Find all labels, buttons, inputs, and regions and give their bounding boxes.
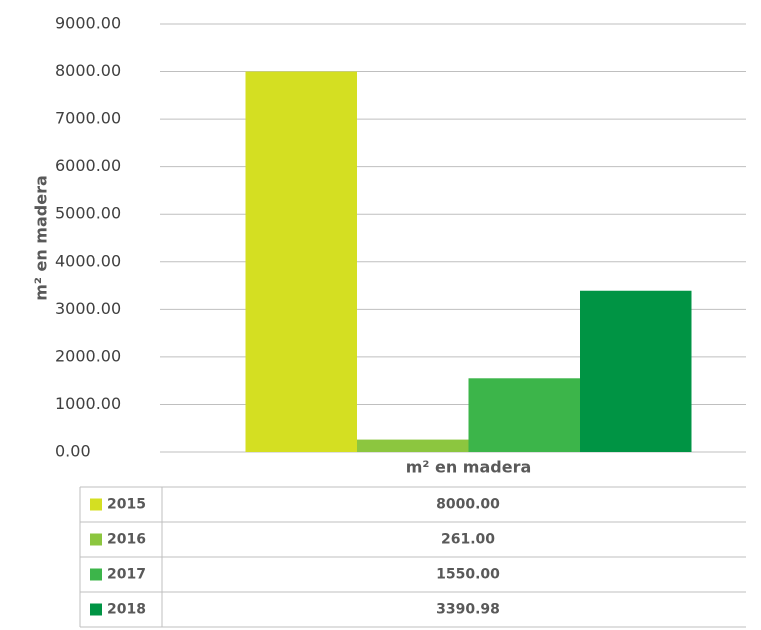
y-tick-label: 2000.00 [55,346,121,365]
table-value: 8000.00 [436,497,500,513]
bar [357,439,469,452]
table-value: 3390.98 [436,602,500,618]
legend-swatch [90,568,102,581]
legend-swatch [90,533,102,546]
bar [245,71,357,453]
bar [468,378,580,452]
y-tick-label: 8000.00 [55,61,121,80]
legend-label: 2018 [107,602,146,618]
y-tick-label: 4000.00 [55,251,121,270]
table-value: 261.00 [441,532,495,548]
y-tick-label: 3000.00 [55,299,121,318]
y-tick-label: 5000.00 [55,204,121,223]
y-tick-label: 6000.00 [55,156,121,175]
legend-swatch [90,603,102,616]
y-tick-label: 0.00 [55,442,91,461]
y-tick-label: 9000.00 [55,14,121,33]
legend-label: 2016 [107,532,146,548]
legend-label: 2015 [107,497,146,513]
table-value: 1550.00 [436,567,500,583]
y-axis-title: m² en madera [32,175,51,301]
y-tick-label: 7000.00 [55,109,121,128]
x-tick-label: m² en madera [406,458,532,477]
legend-swatch [90,498,102,511]
legend-label: 2017 [107,567,146,583]
bar [580,290,692,452]
y-tick-label: 1000.00 [55,394,121,413]
